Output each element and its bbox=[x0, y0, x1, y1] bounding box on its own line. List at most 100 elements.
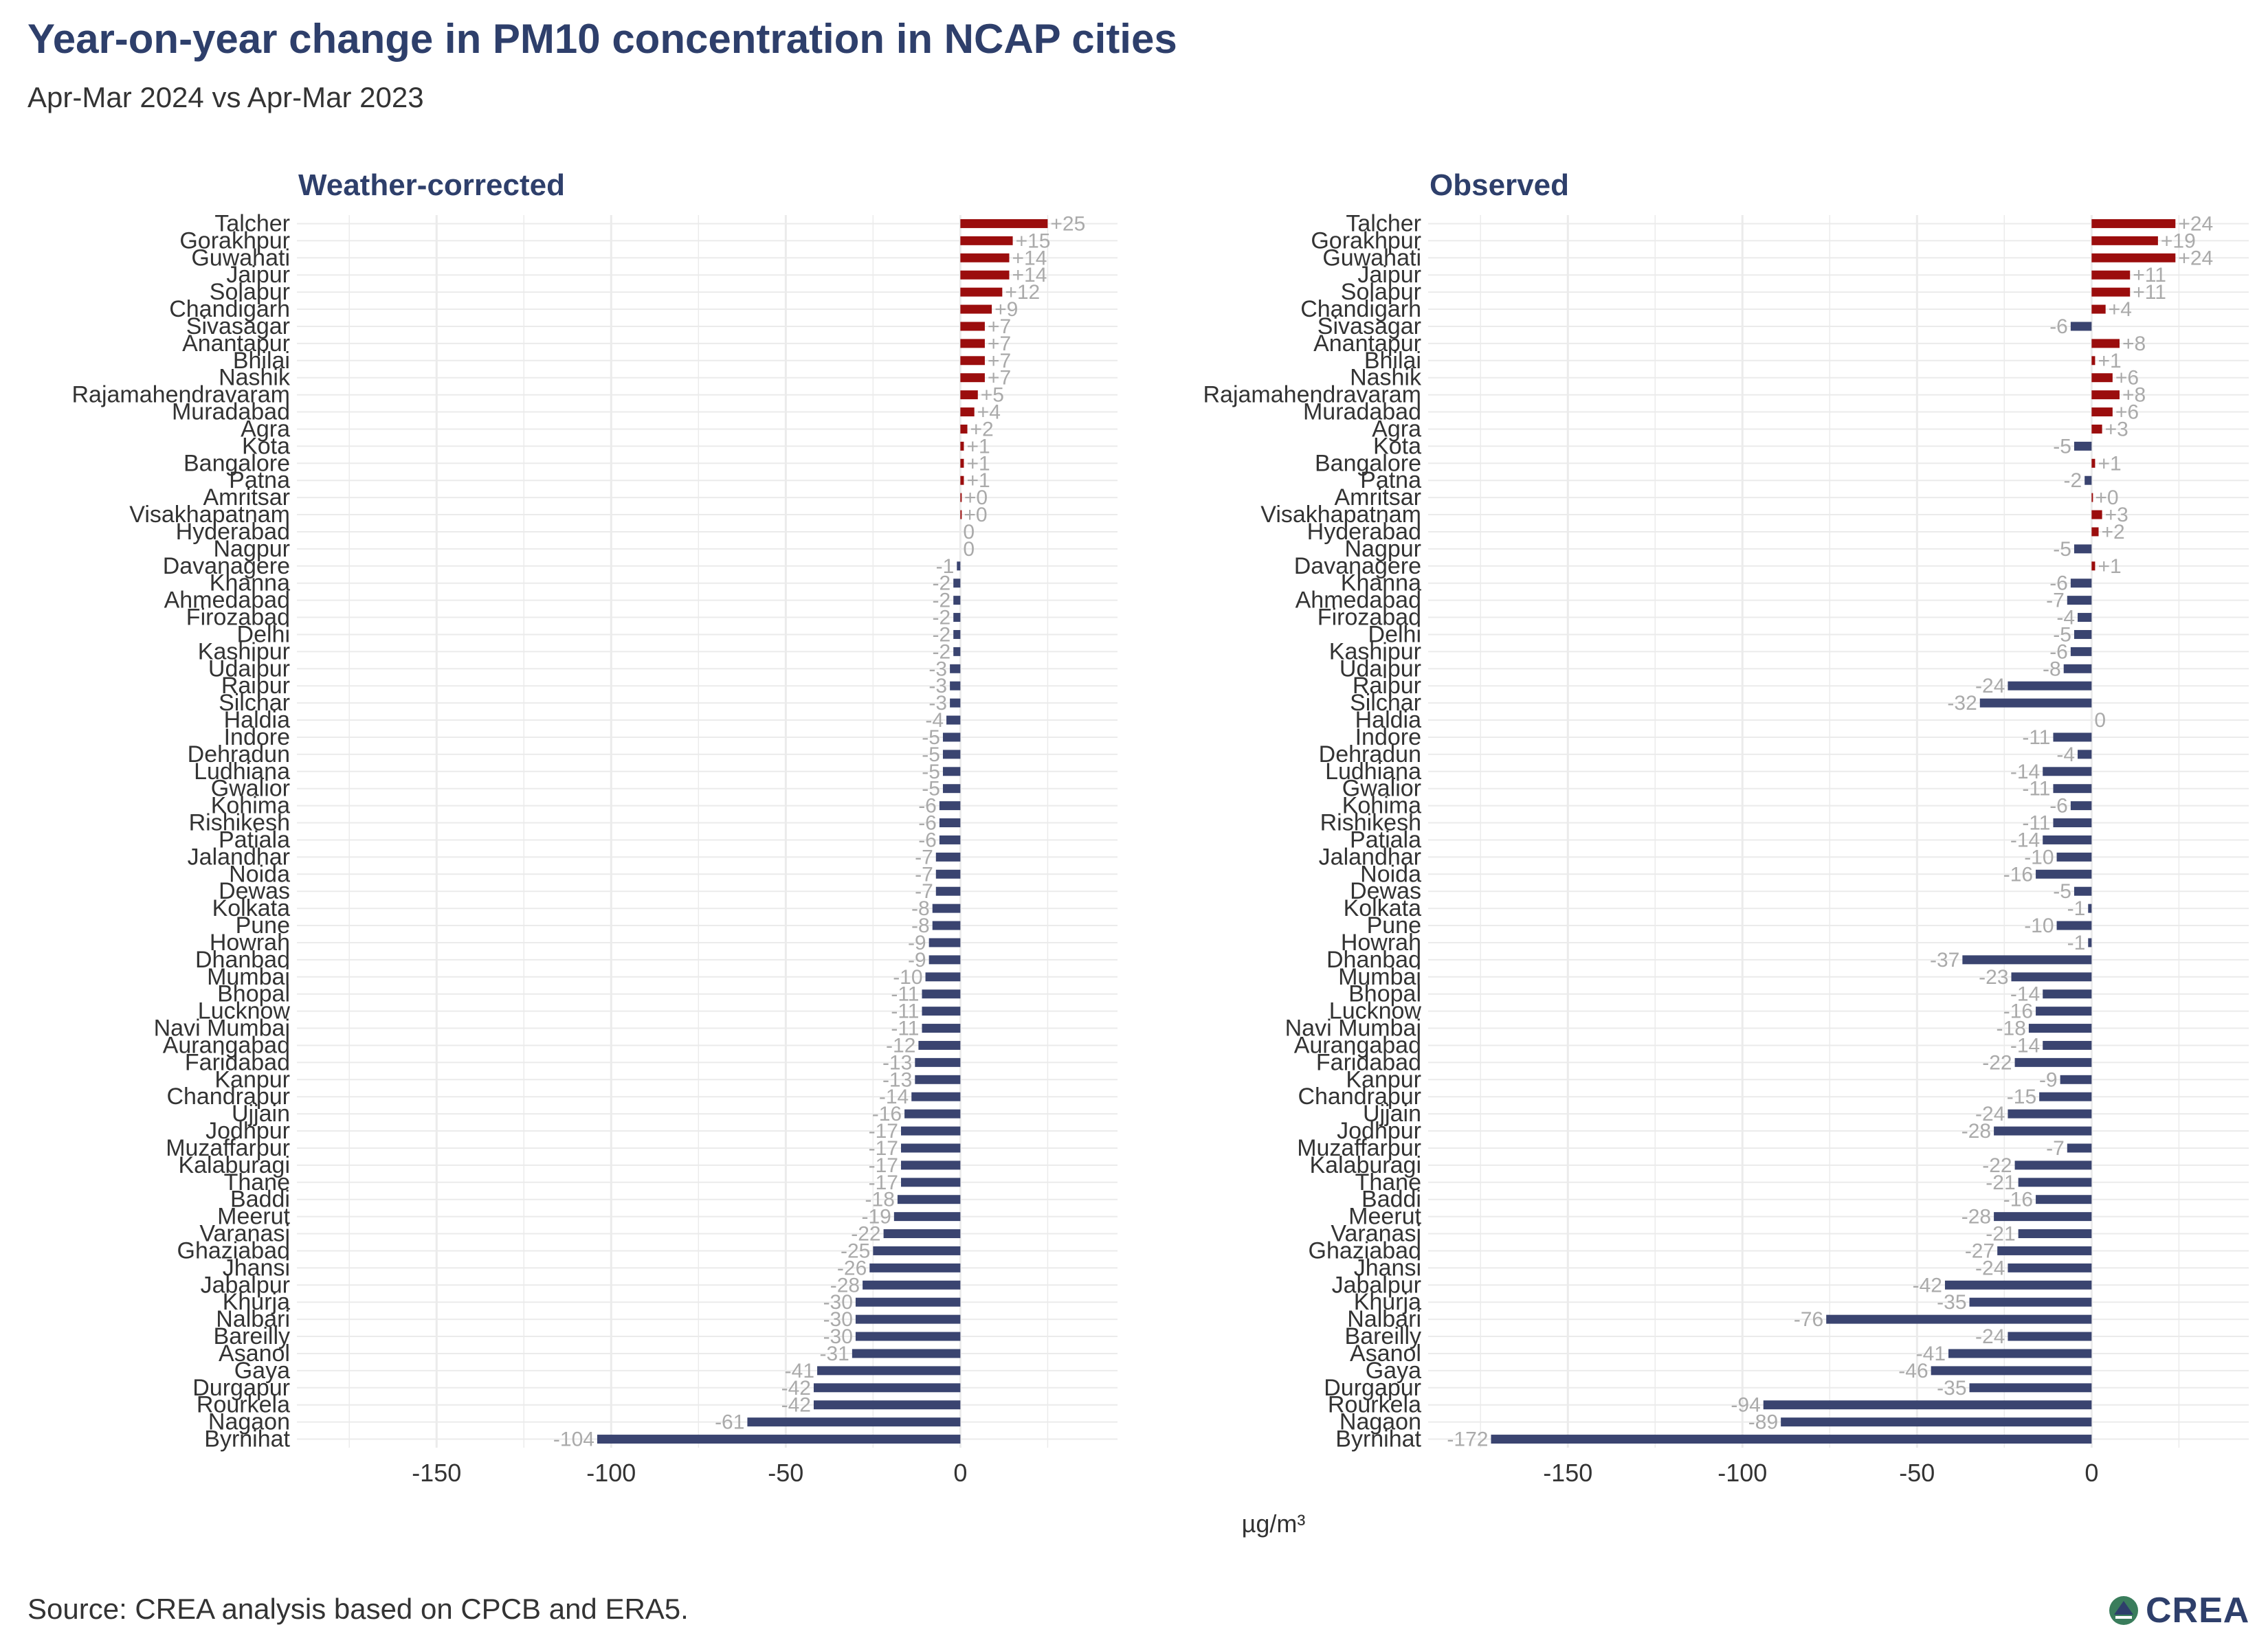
bar bbox=[2036, 869, 2092, 879]
bar bbox=[900, 1143, 961, 1153]
value-label: -11 bbox=[891, 1018, 919, 1040]
category-label: Baddi bbox=[1361, 1187, 1421, 1213]
bar bbox=[2091, 510, 2102, 519]
bar bbox=[2091, 407, 2113, 417]
category-label: Nashik bbox=[1350, 365, 1422, 391]
value-label: +7 bbox=[988, 367, 1011, 390]
bar bbox=[2053, 784, 2092, 794]
bar bbox=[953, 647, 961, 656]
bar bbox=[1979, 698, 2092, 708]
value-label: -22 bbox=[1982, 1051, 2012, 1074]
value-label: -17 bbox=[869, 1137, 898, 1160]
bar bbox=[1994, 1212, 2092, 1222]
value-label: -23 bbox=[1979, 966, 2008, 989]
category-label: Jodhpur bbox=[1337, 1118, 1421, 1144]
bar bbox=[960, 236, 1013, 245]
value-label: -21 bbox=[1986, 1171, 2015, 1194]
bar bbox=[2053, 732, 2092, 742]
category-label: Nashik bbox=[219, 365, 291, 391]
value-label: +3 bbox=[2105, 418, 2128, 440]
category-label: Delhi bbox=[237, 621, 290, 647]
category-label: Pune bbox=[236, 912, 290, 939]
value-label: -17 bbox=[869, 1171, 898, 1194]
bar bbox=[2078, 750, 2092, 759]
category-label: Agra bbox=[1372, 416, 1421, 442]
bar bbox=[932, 921, 961, 930]
category-label: Hyderabad bbox=[176, 519, 290, 545]
bar bbox=[2056, 921, 2092, 930]
category-label: Jaipur bbox=[226, 262, 290, 288]
value-label: -8 bbox=[911, 897, 930, 920]
bar bbox=[2091, 424, 2102, 434]
value-label: -5 bbox=[922, 778, 940, 800]
bar bbox=[911, 1092, 961, 1101]
value-label: -14 bbox=[2010, 983, 2040, 1006]
value-label: -1 bbox=[2067, 897, 2086, 920]
category-label: Chandigarh bbox=[1300, 296, 1421, 322]
category-label: Jaipur bbox=[1357, 262, 1421, 288]
value-label: -2 bbox=[933, 640, 951, 663]
bar bbox=[1948, 1349, 2092, 1358]
value-label: +0 bbox=[964, 486, 988, 509]
category-label: Bhilai bbox=[233, 348, 290, 374]
value-label: +1 bbox=[2098, 452, 2121, 475]
bar bbox=[2053, 818, 2092, 828]
chart-title: Year-on-year change in PM10 concentratio… bbox=[27, 16, 1177, 62]
bar bbox=[2070, 322, 2092, 331]
category-label: Khanna bbox=[210, 570, 290, 596]
category-label: Mumbai bbox=[1338, 964, 1421, 990]
bar bbox=[2070, 579, 2092, 588]
value-label: -14 bbox=[2010, 761, 2040, 783]
bar bbox=[2091, 390, 2120, 400]
bar bbox=[2014, 1160, 2092, 1170]
category-label: Solapur bbox=[210, 279, 290, 305]
value-label: +0 bbox=[2095, 486, 2118, 509]
bar bbox=[942, 750, 961, 759]
category-label: Rajamahendravaram bbox=[1203, 382, 1422, 408]
value-label: -25 bbox=[841, 1239, 870, 1262]
value-label: +2 bbox=[970, 418, 994, 440]
bar bbox=[2043, 767, 2092, 776]
value-label: 0 bbox=[2094, 709, 2106, 732]
value-label: -1 bbox=[936, 555, 955, 578]
value-label: -11 bbox=[2022, 812, 2050, 835]
bar bbox=[960, 510, 962, 519]
category-label: Asanol bbox=[219, 1340, 290, 1367]
bar bbox=[2067, 596, 2092, 605]
category-label: Silchar bbox=[219, 690, 290, 716]
bar bbox=[855, 1297, 961, 1307]
category-label: Thane bbox=[224, 1169, 290, 1196]
x-tick-label: -150 bbox=[412, 1459, 461, 1487]
value-label: +7 bbox=[988, 315, 1011, 338]
category-label: Visakhapatnam bbox=[1260, 502, 1421, 528]
value-label: -30 bbox=[823, 1325, 853, 1348]
category-label: Kohima bbox=[211, 793, 290, 819]
bar bbox=[1994, 1126, 2092, 1136]
category-label: Bangalore bbox=[184, 450, 290, 476]
value-label: -11 bbox=[2022, 726, 2050, 749]
bar bbox=[939, 835, 961, 844]
bar bbox=[1962, 955, 2092, 965]
bar bbox=[953, 579, 961, 588]
bar bbox=[2070, 647, 2092, 656]
category-label: Ludhiana bbox=[1325, 759, 1421, 785]
category-label: Lucknow bbox=[198, 998, 291, 1024]
value-label: +4 bbox=[2109, 298, 2132, 321]
bar bbox=[900, 1178, 961, 1187]
category-label: Chandigarh bbox=[169, 296, 290, 322]
category-label: Ujjain bbox=[232, 1101, 290, 1127]
value-label: -3 bbox=[929, 675, 947, 697]
value-label: -9 bbox=[2039, 1068, 2058, 1091]
category-label: Howrah bbox=[210, 930, 290, 956]
bar bbox=[2036, 1195, 2092, 1204]
value-label: -32 bbox=[1947, 692, 1977, 715]
category-label: Nagpur bbox=[1344, 536, 1421, 562]
category-label: Bhilai bbox=[1364, 348, 1421, 374]
value-label: -2 bbox=[933, 607, 951, 629]
category-label: Dewas bbox=[219, 878, 290, 904]
bar bbox=[2011, 972, 2092, 982]
bar bbox=[2018, 1229, 2092, 1239]
bar bbox=[935, 886, 961, 896]
category-label: Firozabad bbox=[1318, 605, 1421, 631]
value-label: -94 bbox=[1731, 1394, 1760, 1417]
